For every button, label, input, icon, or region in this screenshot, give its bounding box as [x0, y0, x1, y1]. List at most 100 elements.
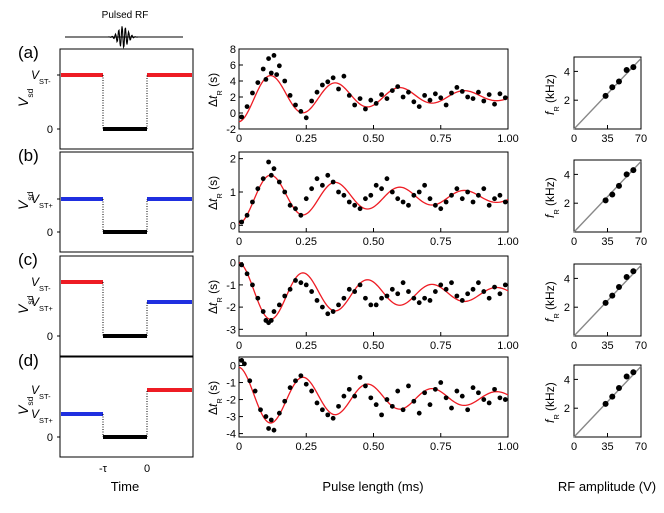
zero-label: 0	[47, 124, 53, 136]
data-point	[325, 172, 331, 178]
y-axis-label: ΔtR (s)	[206, 176, 224, 210]
data-point	[325, 311, 331, 317]
data-point	[373, 302, 379, 308]
time-axis-label: Time	[111, 479, 139, 494]
data-point	[266, 159, 271, 165]
data-point	[276, 410, 282, 416]
schematic-1: (b) 0	[18, 146, 194, 253]
level-label: VST+	[31, 192, 53, 210]
data-point	[486, 202, 492, 208]
y-axis-label-part: R	[215, 193, 224, 199]
data-point	[352, 393, 358, 399]
data-point	[330, 75, 336, 81]
data-point	[438, 282, 444, 288]
y-tick-label: 0	[230, 220, 236, 232]
data-point	[602, 299, 609, 306]
data-point	[406, 383, 411, 389]
data-point	[427, 298, 433, 303]
data-point	[268, 318, 274, 323]
data-point	[422, 390, 428, 396]
data-point	[623, 66, 630, 73]
data-point	[449, 192, 454, 198]
data-point	[379, 295, 384, 301]
vsd-label: Vsd	[15, 88, 35, 107]
data-point	[615, 284, 622, 291]
data-point	[271, 427, 277, 433]
data-point	[476, 280, 481, 286]
data-point	[282, 189, 288, 195]
x-tick-label: 70	[635, 340, 647, 352]
data-point	[438, 380, 444, 385]
data-point	[623, 273, 630, 280]
data-point	[476, 89, 481, 95]
schematic-frame	[59, 151, 194, 253]
data-point	[427, 97, 433, 103]
panel-label: (b)	[18, 146, 39, 165]
data-point	[470, 385, 476, 391]
data-point	[309, 289, 315, 294]
data-point	[492, 101, 497, 107]
data-point	[263, 77, 269, 82]
data-point	[263, 414, 269, 419]
y-axis-label-part: (kHz)	[543, 281, 557, 313]
y-axis-label-part: t	[206, 95, 220, 99]
y-tick-label: -4	[226, 429, 236, 441]
data-point	[268, 70, 274, 76]
data-point	[314, 89, 320, 95]
data-point	[298, 109, 304, 114]
y-tick-label: -3	[226, 324, 236, 336]
data-point	[492, 196, 497, 202]
data-point	[609, 292, 616, 299]
level-label-part: V	[31, 383, 40, 397]
data-point	[379, 186, 384, 192]
y-tick-label: -1	[226, 280, 236, 292]
level-label: VST-	[31, 68, 51, 86]
data-point	[319, 304, 325, 310]
y-tick-label: -2	[226, 124, 236, 136]
y-axis-label-part: f	[543, 213, 557, 218]
data-point	[481, 186, 487, 192]
data-point	[330, 415, 336, 421]
y-axis-label-part: (kHz)	[543, 177, 557, 209]
x-tick-label: 0	[236, 236, 242, 248]
level-label-part: ST-	[39, 392, 51, 401]
data-point	[346, 286, 352, 292]
y-axis-label: fR (kHz)	[543, 382, 561, 423]
data-point	[443, 102, 449, 108]
y-axis-label-part: f	[543, 317, 557, 322]
data-point	[352, 202, 358, 208]
data-point	[389, 403, 395, 409]
data-point	[502, 397, 508, 402]
data-point	[432, 289, 438, 294]
panel-a-right: 0 35 70 2 4	[564, 56, 647, 145]
data-point	[298, 280, 304, 286]
data-point	[252, 388, 258, 394]
pulse-label: Pulsed RF	[102, 10, 149, 21]
data-point	[330, 309, 336, 314]
data-point	[486, 92, 492, 97]
y-tick-label: 8	[230, 44, 236, 56]
data-point	[411, 398, 417, 404]
data-point	[271, 53, 277, 58]
data-point	[314, 298, 320, 303]
x-tick-label: 70	[635, 236, 647, 248]
data-point	[416, 300, 422, 306]
data-point	[276, 302, 282, 308]
data-point	[373, 182, 379, 188]
x-tick-label: 0	[236, 441, 242, 453]
x-tick-label: 0	[571, 133, 577, 145]
data-point	[271, 309, 277, 314]
data-point	[255, 186, 261, 192]
panel-b-right: 0 35 70 2 4	[564, 159, 647, 248]
data-point	[623, 171, 630, 178]
data-point	[341, 73, 347, 79]
vsd-label: Vsd	[15, 396, 35, 415]
data-point	[293, 206, 298, 212]
data-point	[319, 407, 325, 413]
schematic-2: (c) 0	[18, 250, 194, 357]
x-tick-label: 35	[601, 441, 613, 453]
data-point	[287, 202, 293, 208]
y-axis-label-part: (s)	[206, 73, 220, 90]
x-tick-label: 1.00	[497, 133, 518, 145]
